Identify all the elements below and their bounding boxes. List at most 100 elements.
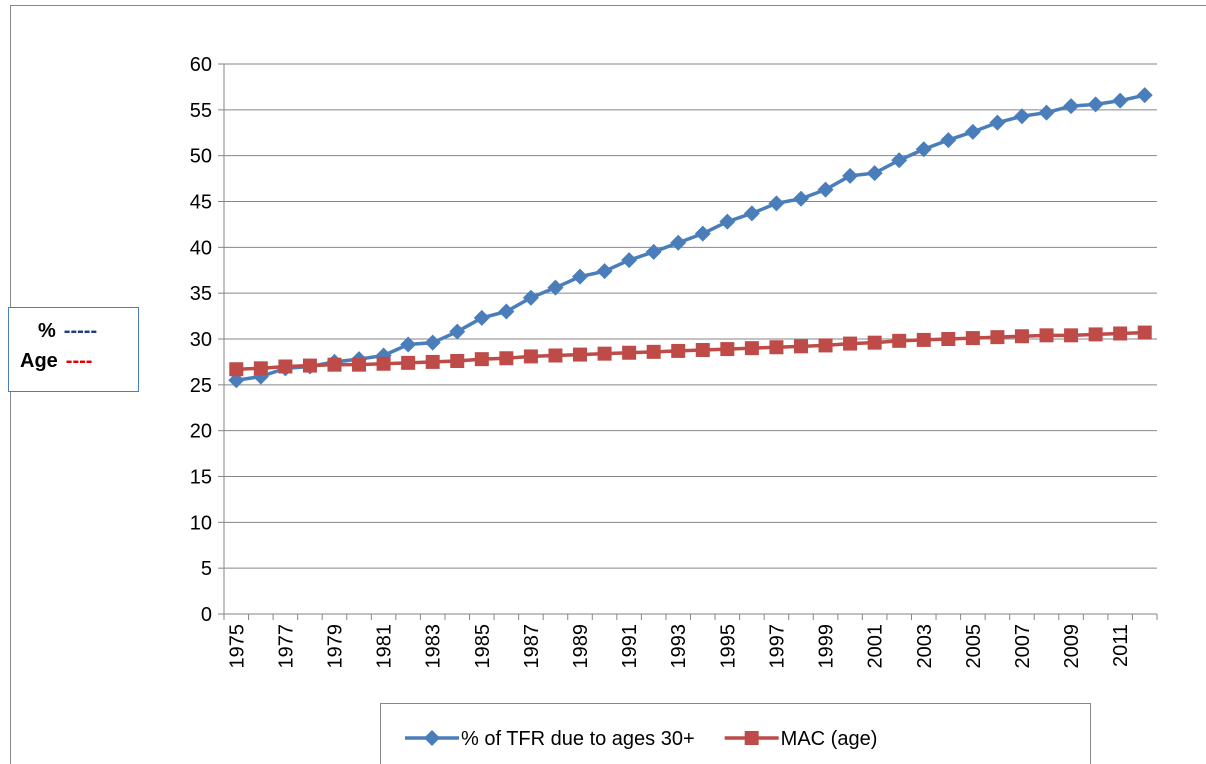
data-point (866, 165, 883, 182)
y-tick-label: 55 (190, 100, 212, 122)
data-point (743, 205, 760, 222)
data-point (376, 356, 391, 371)
x-tick-label: 2007 (1012, 624, 1034, 669)
y-tick-label: 10 (190, 512, 212, 534)
data-point (915, 141, 932, 158)
y-tick-label: 45 (190, 192, 212, 214)
data-point (769, 340, 784, 355)
data-point (1039, 328, 1054, 343)
legend-marker (744, 731, 759, 745)
data-point (1137, 325, 1152, 340)
y-tick-label: 30 (190, 329, 212, 351)
x-tick-label: 1989 (570, 624, 592, 669)
y-tick-label: 20 (190, 421, 212, 443)
x-tick-label: 1987 (521, 624, 543, 669)
data-point (720, 342, 735, 357)
data-point (547, 279, 564, 296)
x-tick-label: 1999 (816, 624, 838, 669)
data-point (327, 357, 342, 372)
data-point (817, 181, 834, 198)
data-point (1038, 104, 1055, 121)
data-point (940, 132, 957, 149)
y-tick-label: 50 (190, 146, 212, 168)
data-point (645, 243, 662, 260)
data-point (1063, 98, 1080, 115)
x-tick-label: 1995 (717, 624, 739, 669)
data-point (548, 348, 563, 363)
y-tick-label: 0 (201, 604, 212, 626)
data-point (965, 331, 980, 346)
data-point (229, 362, 244, 377)
data-point (1087, 96, 1104, 113)
legend-box (380, 703, 1091, 764)
annotation-label: Age (20, 350, 58, 372)
data-point (401, 355, 416, 370)
data-point (671, 343, 686, 358)
annotation-label: % (38, 320, 56, 342)
data-point (1013, 108, 1030, 125)
data-point (473, 309, 490, 326)
x-tick-label: 2009 (1061, 624, 1083, 669)
data-point (449, 323, 466, 340)
data-point (400, 336, 417, 353)
y-tick-label: 15 (190, 467, 212, 489)
data-point (622, 345, 637, 360)
data-point (1136, 87, 1153, 104)
data-point (646, 344, 661, 359)
data-point (916, 332, 931, 347)
data-point (573, 347, 588, 362)
data-point (744, 341, 759, 356)
data-point (621, 252, 638, 269)
data-point (719, 213, 736, 230)
data-point (1014, 329, 1029, 344)
data-point (1113, 326, 1128, 341)
x-tick-label: 2003 (914, 624, 936, 669)
data-point (695, 343, 710, 357)
data-point (1112, 92, 1129, 109)
data-point (352, 357, 367, 372)
data-point (891, 152, 908, 169)
x-tick-label: 2005 (963, 624, 985, 669)
x-tick-label: 1993 (668, 624, 690, 669)
y-tick-label: 60 (190, 54, 212, 76)
data-point (892, 333, 907, 348)
legend-marker (424, 730, 440, 746)
data-point (818, 338, 833, 353)
data-point (522, 289, 539, 306)
data-point (499, 351, 514, 366)
data-point (424, 334, 441, 351)
data-point (523, 349, 538, 364)
x-tick-label: 1997 (766, 624, 788, 669)
annotation-key: ---- (66, 350, 93, 372)
data-point (768, 195, 785, 212)
x-tick-label: 2001 (865, 624, 887, 669)
data-point (990, 330, 1005, 345)
x-tick-label: 1977 (275, 624, 297, 669)
x-tick-label: 2011 (1110, 624, 1132, 667)
data-point (596, 263, 613, 280)
x-tick-label: 1979 (324, 624, 346, 669)
x-tick-label: 1981 (374, 624, 396, 669)
data-point (474, 352, 489, 367)
legend-label: MAC (age) (781, 728, 878, 750)
legend-label: % of TFR due to ages 30+ (461, 728, 695, 750)
data-point (278, 359, 293, 374)
y-tick-label: 40 (190, 237, 212, 259)
data-point (1064, 328, 1079, 343)
data-point (842, 167, 859, 184)
data-point (670, 234, 687, 251)
annotation-box (8, 307, 139, 392)
data-point (302, 358, 317, 373)
data-point (989, 114, 1006, 131)
annotation-key: ----- (64, 320, 97, 342)
data-point (425, 354, 440, 369)
data-point (694, 225, 711, 242)
data-point (253, 361, 268, 376)
y-tick-label: 5 (201, 558, 212, 580)
data-point (793, 339, 808, 354)
data-point (843, 336, 858, 351)
data-point (964, 123, 981, 140)
data-point (572, 268, 589, 285)
x-tick-label: 1983 (423, 624, 445, 669)
